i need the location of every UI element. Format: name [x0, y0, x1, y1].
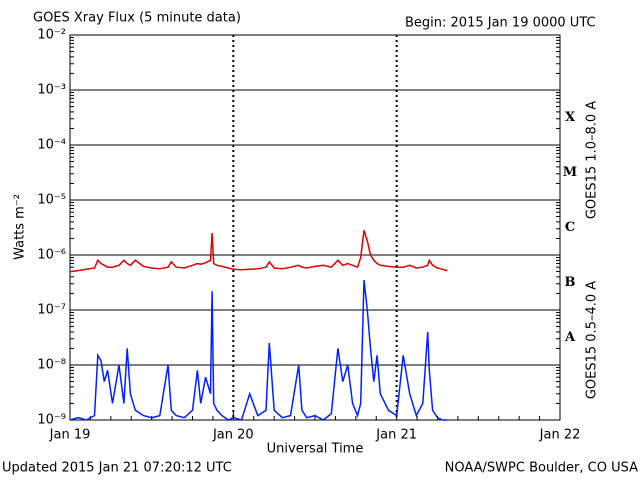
series-line: [69, 230, 448, 273]
legend-entry: GOES15 0.5–4.0 A: [585, 281, 600, 399]
y-tick-label: 10⁻⁹: [37, 413, 66, 428]
y-tick-label: 10⁻⁵: [37, 193, 66, 208]
y-tick-label: 10⁻²: [37, 28, 66, 43]
plot-frame: [69, 34, 561, 421]
footer-right: NOAA/SWPC Boulder, CO USA: [445, 461, 638, 476]
y-tick-label: 10⁻³: [37, 83, 66, 98]
x-tick-label: Jan 20: [212, 428, 254, 443]
y-tick-label: 10⁻⁷: [37, 303, 66, 318]
class-label: A: [564, 330, 576, 345]
x-tick-label: Jan 19: [49, 428, 91, 443]
x-tick-label: Jan 21: [375, 428, 417, 443]
series-line: [69, 280, 448, 421]
class-label: M: [563, 165, 577, 180]
x-axis-label: Universal Time: [267, 442, 364, 457]
class-label: B: [565, 275, 576, 290]
footer-left: Updated 2015 Jan 21 07:20:12 UTC: [2, 461, 232, 476]
class-label: X: [565, 110, 576, 125]
y-tick-label: 10⁻⁸: [37, 358, 66, 373]
legend-entry: GOES15 1.0–8.0 A: [585, 101, 600, 219]
begin-label: Begin: 2015 Jan 19 0000 UTC: [405, 16, 596, 31]
class-label: C: [565, 220, 575, 235]
x-tick-label: Jan 22: [539, 428, 581, 443]
y-tick-label: 10⁻⁶: [37, 248, 66, 263]
chart-title: GOES Xray Flux (5 minute data): [33, 11, 241, 26]
y-tick-label: 10⁻⁴: [37, 138, 66, 153]
y-axis-label: Watts m⁻²: [13, 194, 28, 260]
